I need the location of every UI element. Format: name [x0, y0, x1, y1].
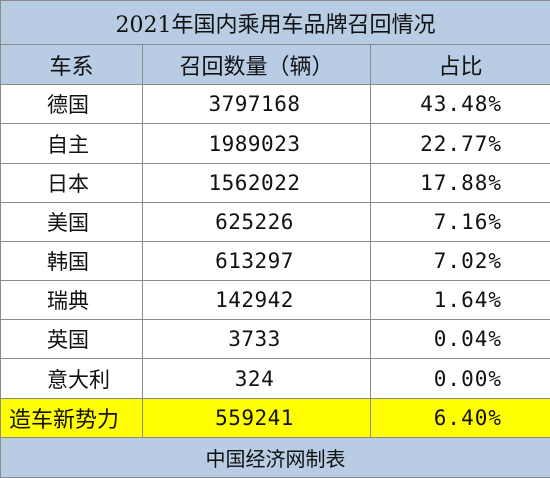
cell-category: 英国 [0, 319, 143, 360]
cell-count: 625226 [142, 201, 371, 242]
table-row: 自主 1989023 22.77% [0, 123, 550, 164]
table-row-highlighted: 造车新势力 559241 6.40% [0, 397, 550, 438]
cell-share: 1.64% [370, 280, 550, 321]
table-title: 2021年国内乘用车品牌召回情况 [0, 0, 550, 46]
cell-category: 瑞典 [0, 280, 143, 321]
header-category: 车系 [0, 44, 143, 86]
cell-count: 613297 [142, 240, 371, 282]
cell-category: 日本 [0, 162, 143, 203]
cell-count: 142942 [142, 280, 371, 321]
table-row: 瑞典 142942 1.64% [0, 280, 550, 321]
cell-count: 3733 [142, 319, 371, 360]
cell-count: 324 [142, 358, 371, 399]
table-row: 韩国 613297 7.02% [0, 240, 550, 282]
cell-share: 17.88% [370, 162, 550, 203]
header-share: 占比 [370, 44, 550, 86]
cell-share: 22.77% [370, 123, 550, 164]
table-row: 德国 3797168 43.48% [0, 84, 550, 125]
cell-share: 0.04% [370, 319, 550, 360]
cell-count: 1989023 [142, 123, 371, 164]
title-row: 2021年国内乘用车品牌召回情况 [0, 0, 550, 46]
cell-category: 自主 [0, 123, 143, 164]
cell-share: 7.16% [370, 201, 550, 242]
cell-count: 1562022 [142, 162, 371, 203]
cell-count: 3797168 [142, 84, 371, 125]
cell-share: 0.00% [370, 358, 550, 399]
table-row: 意大利 324 0.00% [0, 358, 550, 399]
table-row: 英国 3733 0.04% [0, 319, 550, 360]
cell-category: 美国 [0, 201, 143, 242]
footer-row: 中国经济网制表 [0, 436, 550, 478]
cell-category: 德国 [0, 84, 143, 125]
cell-share: 43.48% [370, 84, 550, 125]
cell-share: 6.40% [370, 397, 550, 438]
header-count: 召回数量（辆） [142, 44, 371, 86]
cell-category: 造车新势力 [0, 397, 143, 438]
table-footer: 中国经济网制表 [0, 436, 550, 478]
cell-category: 韩国 [0, 240, 143, 282]
cell-count: 559241 [142, 397, 371, 438]
table-row: 美国 625226 7.16% [0, 201, 550, 242]
cell-share: 7.02% [370, 240, 550, 282]
table-row: 日本 1562022 17.88% [0, 162, 550, 203]
header-row: 车系 召回数量（辆） 占比 [0, 44, 550, 86]
cell-category: 意大利 [0, 358, 143, 399]
